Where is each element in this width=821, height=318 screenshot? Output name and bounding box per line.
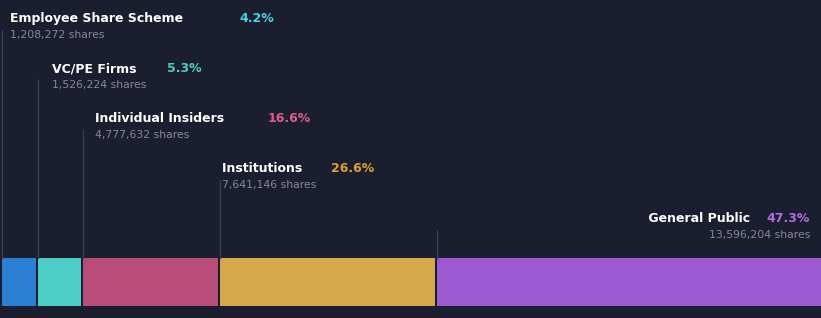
Text: 7,641,146 shares: 7,641,146 shares bbox=[222, 180, 316, 190]
Text: 1,208,272 shares: 1,208,272 shares bbox=[10, 30, 104, 40]
Bar bbox=[220, 258, 435, 306]
Text: 13,596,204 shares: 13,596,204 shares bbox=[709, 230, 810, 240]
Text: 1,526,224 shares: 1,526,224 shares bbox=[52, 80, 146, 90]
Text: 5.3%: 5.3% bbox=[167, 62, 201, 75]
Bar bbox=[83, 258, 218, 306]
Bar bbox=[2, 258, 36, 306]
Text: 16.6%: 16.6% bbox=[268, 112, 310, 125]
Text: 4,777,632 shares: 4,777,632 shares bbox=[95, 130, 190, 140]
Text: Employee Share Scheme: Employee Share Scheme bbox=[10, 12, 187, 25]
Text: 47.3%: 47.3% bbox=[767, 212, 810, 225]
Text: Individual Insiders: Individual Insiders bbox=[95, 112, 228, 125]
Text: General Public: General Public bbox=[644, 212, 754, 225]
Text: 26.6%: 26.6% bbox=[331, 162, 374, 175]
Text: 4.2%: 4.2% bbox=[239, 12, 273, 25]
Bar bbox=[38, 258, 81, 306]
Bar bbox=[438, 258, 821, 306]
Text: VC/PE Firms: VC/PE Firms bbox=[52, 62, 141, 75]
Text: Institutions: Institutions bbox=[222, 162, 306, 175]
